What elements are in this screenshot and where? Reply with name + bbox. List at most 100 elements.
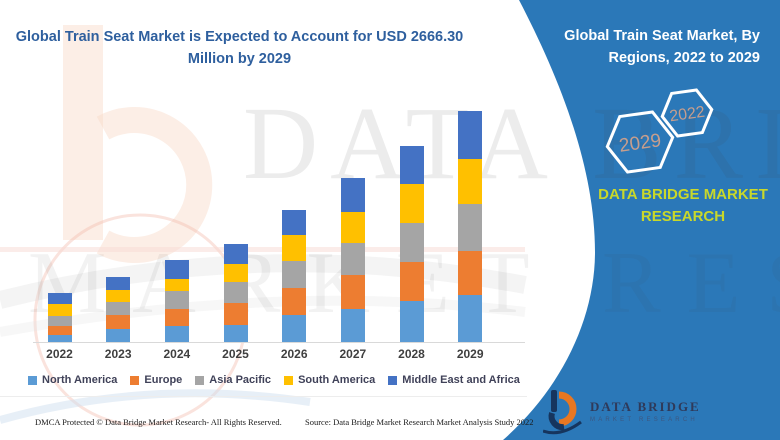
bar-segment-2029-south-america (458, 159, 483, 205)
legend-item-asia-pacific: Asia Pacific (195, 374, 271, 386)
legend-swatch (284, 375, 294, 385)
bar-segment-2029-asia-pacific (458, 204, 483, 252)
bar-segment-2027-europe (340, 275, 365, 310)
banner-brand-line2: RESEARCH (640, 207, 726, 225)
bar-segment-2023-europe (106, 315, 131, 329)
x-label-2027: 2027 (339, 347, 367, 361)
footer-divider (0, 396, 527, 397)
x-axis-labels: 2022 2023 2024 2025 2026 2027 2028 2029 (33, 347, 525, 361)
bar-segment-2027-asia-pacific (340, 243, 365, 276)
plot-area (33, 85, 525, 343)
company-logo: DATA BRIDGE MARKET RESEARCH (543, 386, 701, 436)
bar-2025 (223, 244, 248, 342)
bar-2022 (47, 293, 72, 342)
legend-label: North America (42, 374, 118, 386)
bar-segment-2025-europe (223, 303, 248, 326)
banner-brand-text: DATA BRIDGE MARKET RESEARCH (592, 184, 774, 228)
hexagon-2029: 2029 (605, 110, 675, 174)
hexagon-2029-outline (605, 110, 675, 174)
bar-segment-2025-middle-east-and-africa (223, 244, 248, 265)
source-note: Source: Data Bridge Market Research Mark… (305, 417, 534, 427)
bar-segment-2026-europe (282, 288, 307, 315)
bar-segment-2023-middle-east-and-africa (106, 277, 131, 290)
hexagon-2022: 2022 (660, 88, 714, 138)
bar-segment-2024-south-america (164, 279, 189, 292)
legend-label: Europe (144, 374, 183, 386)
hexagon-2022-year: 2022 (668, 104, 706, 126)
bar-2024 (164, 260, 189, 342)
bar-segment-2028-north-america (399, 301, 424, 342)
bar-segment-2023-asia-pacific (106, 302, 131, 315)
bar-segment-2029-middle-east-and-africa (458, 111, 483, 160)
bar-segment-2026-asia-pacific (282, 261, 307, 288)
chart-title: Global Train Seat Market is Expected to … (15, 29, 464, 67)
bar-2023 (106, 277, 131, 342)
bar-2028 (399, 145, 424, 342)
legend-item-south-america: South America (284, 374, 375, 386)
hexagon-2022-outline (660, 88, 714, 138)
x-label-2023: 2023 (104, 347, 132, 361)
bar-segment-2025-north-america (223, 325, 248, 342)
legend-item-north-america: North America (28, 374, 117, 386)
bar-segment-2026-south-america (282, 235, 307, 261)
bar-2026 (282, 210, 307, 342)
legend-swatch (388, 375, 398, 385)
bar-segment-2022-europe (47, 326, 72, 335)
legend-label: South America (298, 374, 376, 386)
watermark-logo-stem (63, 25, 103, 240)
year-hexagons: 2022 2029 (605, 88, 714, 174)
bar-segment-2026-middle-east-and-africa (282, 210, 307, 236)
logo-name: DATA BRIDGE (590, 399, 701, 414)
bar-segment-2024-europe (164, 309, 189, 326)
banner-heading: Global Train Seat Market, By Regions, 20… (564, 28, 760, 66)
legend: North America Europe Asia Pacific South Ame… (28, 374, 520, 386)
logo-text: DATA BRIDGE MARKET RESEARCH (590, 399, 701, 423)
legend-item-middle-east-and-africa: Middle East and Africa (388, 374, 520, 386)
bar-segment-2028-middle-east-and-africa (399, 145, 424, 185)
bar-segment-2024-middle-east-and-africa (164, 260, 189, 280)
legend-swatch (130, 375, 140, 385)
bar-segment-2027-middle-east-and-africa (340, 177, 365, 213)
x-label-2022: 2022 (46, 347, 73, 361)
bar-segment-2027-south-america (340, 212, 365, 244)
legend-swatch (28, 375, 37, 385)
bar-segment-2024-asia-pacific (164, 291, 189, 310)
watermark-swoosh-1 (0, 254, 527, 309)
hexagon-2029-year: 2029 (618, 130, 663, 157)
bar-segment-2022-south-america (47, 304, 72, 317)
bar-2029 (458, 111, 483, 342)
watermark-swoosh-3 (0, 389, 311, 424)
bar-segment-2028-asia-pacific (399, 223, 424, 263)
dmca-note: DMCA Protected © Data Bridge Market Rese… (35, 417, 282, 427)
legend-label: Asia Pacific (209, 374, 272, 386)
bar-2027 (340, 177, 365, 342)
x-label-2029: 2029 (456, 347, 484, 361)
bar-segment-2028-south-america (399, 184, 424, 224)
banner-brand-line1: DATA BRIDGE MARKET (598, 186, 768, 203)
watermark-strip (0, 247, 525, 252)
legend-label: Middle East and Africa (402, 374, 520, 386)
bar-segment-2025-south-america (223, 264, 248, 283)
x-label-2025: 2025 (222, 347, 249, 361)
bar-segment-2023-north-america (106, 329, 131, 342)
logo-b-icon (543, 390, 582, 435)
x-label-2026: 2026 (280, 347, 308, 361)
bar-segment-2024-north-america (164, 326, 189, 342)
bar-segment-2025-asia-pacific (223, 282, 248, 304)
bar-segment-2029-north-america (458, 295, 483, 342)
legend-swatch (195, 375, 205, 385)
x-label-2024: 2024 (163, 347, 191, 361)
x-label-2028: 2028 (398, 347, 425, 361)
bar-segment-2022-middle-east-and-africa (47, 293, 72, 305)
watermark-swoosh-2 (0, 295, 526, 337)
bar-segment-2029-europe (458, 251, 483, 296)
logo-tagline: MARKET RESEARCH (590, 417, 698, 423)
bar-segment-2028-europe (399, 262, 424, 302)
bar-segment-2023-south-america (106, 290, 131, 302)
bar-segment-2022-asia-pacific (47, 316, 72, 326)
bar-segment-2026-north-america (282, 315, 307, 342)
legend-item-europe: Europe (130, 374, 182, 386)
bar-segment-2022-north-america (47, 335, 72, 342)
bar-segment-2027-north-america (340, 309, 365, 342)
